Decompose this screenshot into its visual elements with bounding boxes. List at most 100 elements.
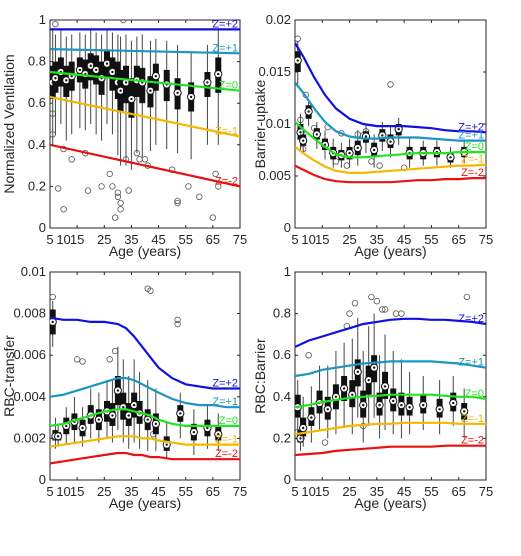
- outlier-point: [109, 183, 116, 190]
- outlier-point: [84, 187, 92, 194]
- outlier-point: [209, 214, 217, 221]
- y-tick-label: 0: [284, 472, 291, 487]
- curve-label: Z=+2: [458, 121, 484, 133]
- panel-ventilation: 5 15 25 35 45 55 65 75 10 0 0.2 0.4 0.6 0.8 1 Age (year…: [1, 12, 247, 259]
- curve-label: Z=+2: [212, 377, 238, 389]
- y-axis-label: RBC-transfer: [1, 335, 17, 417]
- x-tick-label: 10: [301, 484, 315, 499]
- outlier-point: [196, 193, 203, 200]
- x-tick-label: 10: [56, 232, 70, 247]
- box-median-dot: [124, 81, 128, 84]
- x-tick-label: 65: [206, 232, 220, 247]
- outlier-point: [68, 156, 75, 163]
- y-tick-label: 1: [284, 264, 291, 279]
- x-tick-label: 65: [451, 484, 465, 499]
- x-tick-label: 75: [233, 484, 247, 499]
- outlier-point: [54, 185, 62, 192]
- y-tick-label: 0: [39, 472, 46, 487]
- curve-label: Z=+2: [212, 18, 238, 30]
- plot-data: [50, 20, 240, 221]
- outlier-point: [174, 320, 181, 328]
- outlier-point: [215, 183, 222, 190]
- box-median-dot: [192, 430, 196, 434]
- curve-label: Z=-2: [215, 175, 238, 187]
- reference-curve: [50, 143, 240, 188]
- box-median-dot: [111, 414, 114, 417]
- box-median-dot: [383, 385, 387, 388]
- reference-curve: [50, 408, 240, 427]
- reference-curve: [295, 317, 486, 348]
- outlier-point: [106, 356, 113, 363]
- box-median-dot: [94, 68, 98, 72]
- box-median-dot: [299, 437, 302, 440]
- box-median-dot: [400, 403, 403, 407]
- curve-label: Z=-2: [461, 435, 484, 447]
- curve-label: Z=+1: [212, 42, 238, 54]
- x-tick-label: 10: [301, 232, 315, 247]
- x-tick-label: 25: [342, 484, 356, 499]
- curve-label: Z=0: [219, 80, 238, 92]
- plot-data: [295, 35, 486, 184]
- outlier-point: [174, 316, 181, 324]
- reference-curve: [295, 444, 486, 457]
- box-median-dot: [122, 406, 125, 409]
- curve-label: Z=-2: [215, 448, 238, 460]
- box-median-dot: [378, 403, 381, 407]
- outlier-point: [373, 297, 381, 305]
- outlier-point: [174, 199, 181, 207]
- box-median-dot: [438, 408, 441, 411]
- outlier-point: [398, 310, 405, 317]
- box-median-dot: [422, 403, 425, 407]
- x-tick-label: 35: [370, 484, 384, 499]
- y-tick-label: 0.4: [273, 389, 291, 404]
- x-tick-label: 55: [178, 232, 192, 247]
- y-tick-label: 0.8: [273, 306, 291, 321]
- y-tick-label: 0.2: [28, 178, 46, 193]
- box-median-dot: [154, 422, 158, 426]
- reference-curve: [295, 42, 486, 134]
- reference-curve: [50, 435, 240, 448]
- y-axis-label: RBC:Barrier: [252, 338, 268, 414]
- box-median-dot: [217, 72, 220, 76]
- outlier-point: [185, 183, 192, 190]
- y-tick-label: 0.015: [258, 64, 291, 79]
- x-axis-label: Age (years): [109, 243, 181, 259]
- x-tick-label: 55: [424, 484, 438, 499]
- box-median-dot: [146, 418, 149, 421]
- outlier-point: [52, 20, 59, 28]
- x-tick-label: 75: [479, 232, 493, 247]
- reference-curve: [295, 81, 486, 142]
- y-tick-label: 0: [284, 220, 291, 235]
- x-tick-label: 75: [233, 232, 247, 247]
- y-tick-label: 0.006: [13, 347, 46, 362]
- reference-curve: [295, 360, 486, 378]
- box-median-dot: [179, 412, 182, 415]
- x-tick-label: 75: [479, 484, 493, 499]
- x-tick-label: 15: [315, 232, 329, 247]
- box-median-dot: [116, 389, 120, 392]
- box-median-dot: [51, 320, 54, 324]
- box-median-dot: [315, 133, 319, 136]
- box-median-dot: [206, 426, 209, 430]
- outlier-point: [73, 356, 81, 363]
- box-median-dot: [462, 410, 466, 413]
- y-tick-label: 0.02: [266, 12, 291, 27]
- box-median-dot: [356, 370, 359, 374]
- x-tick-label: 25: [97, 484, 111, 499]
- box-median-dot: [307, 110, 310, 113]
- outlier-point: [174, 197, 181, 205]
- outlier-point: [376, 162, 383, 169]
- box-median-dot: [392, 399, 395, 403]
- outlier-point: [120, 20, 127, 24]
- outlier-point: [125, 187, 132, 194]
- y-tick-label: 0.01: [21, 264, 46, 279]
- outlier-point: [114, 193, 122, 200]
- box-median-dot: [389, 140, 392, 143]
- x-axis-label: Age (years): [354, 243, 426, 259]
- box-median-dot: [364, 135, 368, 138]
- reference-curve: [295, 164, 486, 184]
- box-median-dot: [127, 414, 130, 417]
- panel-barrier-uptake: 5 15 25 35 45 55 65 75 10 0 0.005 0.01 0.015 0.02 Age …: [252, 12, 493, 259]
- box-median-dot: [362, 403, 365, 407]
